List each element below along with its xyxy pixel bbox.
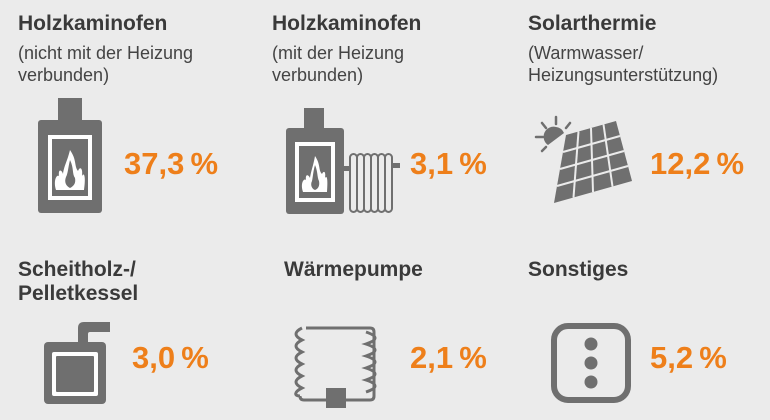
item-title-3: Solarthermie	[528, 12, 657, 35]
item-subtitle-1-line-2: verbunden)	[18, 65, 110, 85]
item-subtitle-3: (Warmwasser/ Heizungsunterstützung)	[528, 42, 718, 86]
item-subtitle-2-line-2: verbunden)	[272, 65, 364, 85]
item-title-4: Scheitholz-/ Pelletkessel	[18, 258, 138, 306]
item-value-3: 12,2 %	[650, 146, 745, 181]
item-title-2: Holzkaminofen	[272, 12, 422, 35]
item-title-1: Holzkaminofen	[18, 12, 168, 35]
item-value-1: 37,3 %	[124, 146, 219, 181]
item-subtitle-2: (mit der Heizung verbunden)	[272, 42, 404, 86]
wood-stove-icon	[38, 98, 102, 213]
item-subtitle-3-line-2: Heizungsunterstützung)	[528, 65, 719, 85]
item-subtitle-2-line-1: (mit der Heizung	[272, 43, 405, 63]
wood-stove-radiator-icon	[286, 108, 400, 214]
item-value-5: 2,1 %	[410, 340, 487, 375]
solar-panel-icon	[534, 115, 632, 203]
item-title-4-line-2: Pelletkessel	[18, 282, 139, 305]
item-value-6: 5,2 %	[650, 340, 727, 375]
item-subtitle-1-line-1: (nicht mit der Heizung	[18, 43, 194, 63]
item-value-4: 3,0 %	[132, 340, 209, 375]
boiler-icon	[44, 322, 110, 404]
item-subtitle-3-line-1: (Warmwasser/	[528, 43, 644, 63]
item-value-2: 3,1 %	[410, 146, 487, 181]
item-subtitle-1: (nicht mit der Heizung verbunden)	[18, 42, 193, 86]
item-title-6: Sonstiges	[528, 258, 629, 281]
item-title-4-line-1: Scheitholz-/	[18, 258, 136, 281]
heat-pump-icon	[294, 326, 377, 408]
item-title-5: Wärmepumpe	[284, 258, 423, 281]
other-icon	[551, 323, 631, 403]
